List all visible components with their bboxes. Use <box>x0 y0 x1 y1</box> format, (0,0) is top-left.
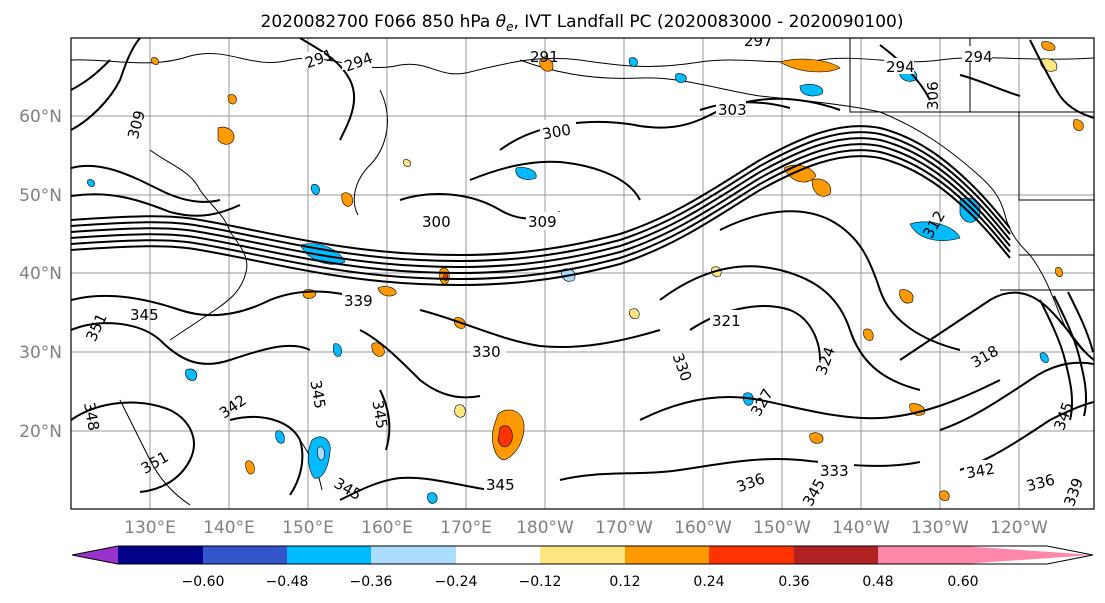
lon-label: 160°E <box>361 518 413 538</box>
colorbar-swatch <box>287 546 371 564</box>
colorbar-tick-label: −0.12 <box>519 574 562 590</box>
latitude-labels: 60°N 50°N 40°N 30°N 20°N <box>19 107 62 442</box>
colorbar-swatch <box>709 546 794 564</box>
lon-label: 160°W <box>674 518 732 538</box>
lon-label: 140°W <box>832 518 890 538</box>
lat-label: 60°N <box>19 107 62 127</box>
pc-anomaly-shading <box>87 41 1084 504</box>
contour-label: 300 <box>541 121 572 144</box>
contour-label: 345 <box>368 399 391 430</box>
lon-label: 150°W <box>753 518 811 538</box>
lon-label: 170°W <box>595 518 653 538</box>
colorbar-swatch <box>540 546 625 564</box>
colorbar: −0.60 −0.48 −0.36 −0.24 −0.12 0.12 0.24 … <box>71 545 1094 590</box>
lon-label: 170°E <box>440 518 492 538</box>
contour-label: 345 <box>306 379 329 410</box>
longitude-labels: 130°E 140°E 150°E 160°E 170°E 180°W 170°… <box>124 518 1048 538</box>
lon-label: 120°W <box>990 518 1048 538</box>
lat-label: 50°N <box>19 186 62 206</box>
contour-label: 321 <box>712 312 741 330</box>
colorbar-swatch <box>878 546 963 564</box>
map-frame <box>70 37 1095 510</box>
lon-label: 180°W <box>516 518 574 538</box>
colorbar-tick-label: −0.48 <box>266 574 309 590</box>
lon-label: 130°E <box>124 518 176 538</box>
colorbar-tick-label: 0.24 <box>693 574 724 590</box>
contour-label: 297 <box>744 32 773 50</box>
colorbar-tick-label: −0.36 <box>350 574 393 590</box>
lon-label: 140°E <box>203 518 255 538</box>
lat-label: 40°N <box>19 264 62 284</box>
contour-label: 342 <box>965 460 996 483</box>
colorbar-swatch <box>794 546 878 564</box>
colorbar-swatch <box>203 546 287 564</box>
contour-label: 303 <box>718 101 747 119</box>
contour-label: 345 <box>130 306 159 324</box>
contour-label: 291 <box>530 48 559 66</box>
contour-label: 333 <box>820 462 849 480</box>
contour-label: 345 <box>486 476 515 494</box>
colorbar-extend-min <box>72 546 118 564</box>
colorbar-tick-label: 0.12 <box>609 574 640 590</box>
contour-label: 330 <box>472 343 501 361</box>
contour-label: 306 <box>924 81 942 110</box>
contour-label: 294 <box>964 48 993 66</box>
colorbar-tick-label: 0.48 <box>862 574 893 590</box>
colorbar-swatch <box>456 546 540 564</box>
lon-label: 130°W <box>911 518 969 538</box>
colorbar-outline <box>71 545 1094 565</box>
colorbar-tick-label: −0.24 <box>435 574 478 590</box>
lon-label: 150°E <box>282 518 334 538</box>
lat-label: 30°N <box>19 343 62 363</box>
contour-labels: 291 294 291 297 294 294 309 303 300 300 … <box>80 32 1087 509</box>
colorbar-tick-label: 0.36 <box>778 574 809 590</box>
theta-e-contours <box>71 38 1094 501</box>
contour-label: 300 <box>422 213 451 231</box>
colorbar-swatch <box>625 546 709 564</box>
contour-label: 348 <box>80 401 103 432</box>
figure-title: 2020082700 F066 850 hPa θe, IVT Landfall… <box>261 12 904 34</box>
map-panel: 291 294 291 297 294 294 309 303 300 300 … <box>71 32 1094 509</box>
colorbar-tick-label: 0.60 <box>947 574 978 590</box>
contour-label: 339 <box>344 292 373 310</box>
colorbar-extend-max <box>963 546 1093 564</box>
colorbar-swatch <box>118 546 203 564</box>
lat-label: 20°N <box>19 422 62 442</box>
colorbar-tick-label: −0.60 <box>182 574 225 590</box>
contour-label: 294 <box>886 58 915 76</box>
contour-label: 309 <box>528 213 557 231</box>
colorbar-swatch <box>371 546 456 564</box>
